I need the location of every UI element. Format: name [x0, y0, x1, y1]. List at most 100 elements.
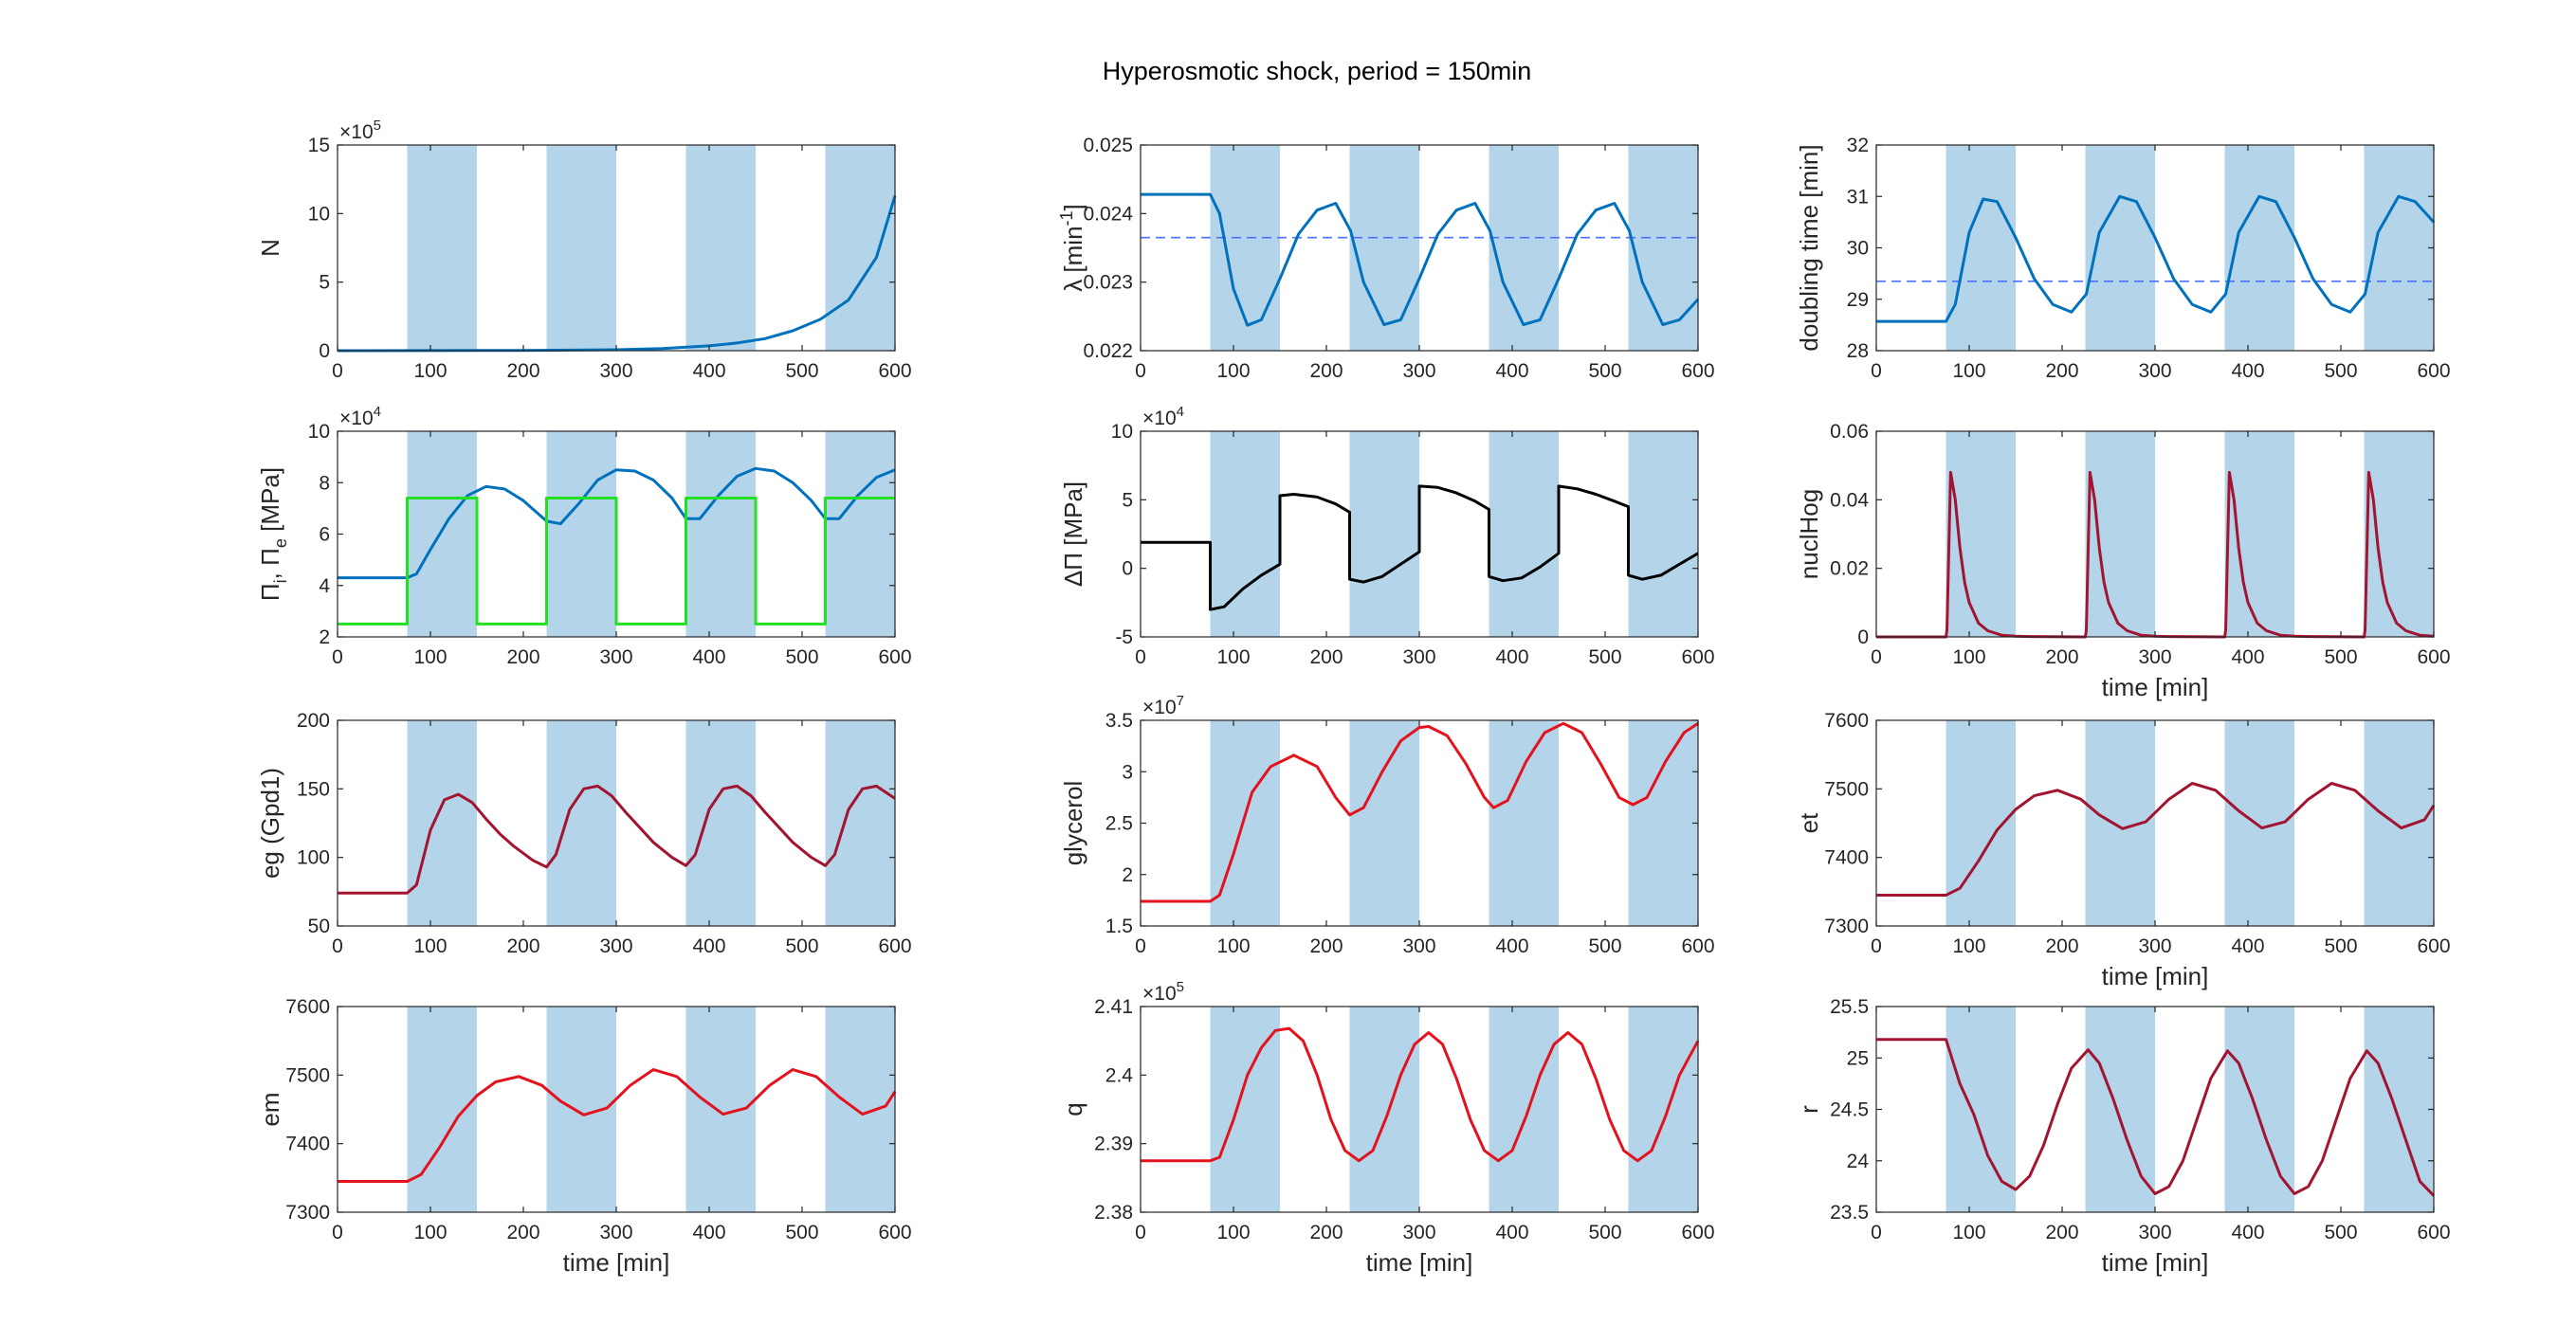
y-tick-label: 8 [319, 472, 330, 494]
y-tick-label: 3.5 [1105, 710, 1133, 732]
x-tick-label: 0 [1871, 646, 1882, 668]
series-line [1141, 192, 1700, 327]
x-tick-label: 300 [1402, 935, 1435, 957]
y-axis-label: eg (Gpd1) [256, 768, 284, 879]
shade-band [1946, 1007, 2016, 1212]
y-axis-label: q [1059, 1102, 1087, 1116]
y-tick-label: 2 [319, 626, 330, 648]
x-axis-label: time [min] [1366, 1248, 1473, 1277]
x-axis-label: time [min] [563, 1248, 670, 1277]
y-tick-label: 7300 [285, 1202, 330, 1224]
y-tick-label: 5 [1122, 489, 1133, 511]
x-tick-label: 0 [332, 646, 343, 668]
y-tick-label: 0.02 [1830, 558, 1869, 580]
x-tick-label: 600 [1681, 646, 1714, 668]
y-axis-label: Πi, Πe [MPa] [256, 467, 290, 601]
x-tick-label: 0 [1871, 935, 1882, 957]
y-tick-label: 2.39 [1094, 1134, 1133, 1155]
y-tick-label: 50 [308, 916, 330, 937]
y-tick-label: 24.5 [1830, 1099, 1869, 1121]
x-tick-label: 400 [2231, 646, 2264, 668]
y-tick-label: 29 [1847, 289, 1869, 311]
shade-band [1489, 1007, 1559, 1212]
x-tick-label: 600 [1681, 935, 1714, 957]
y-tick-label: 7600 [1824, 710, 1869, 732]
x-tick-label: 200 [1309, 360, 1343, 382]
x-tick-label: 0 [1135, 1222, 1146, 1243]
x-tick-label: 600 [878, 1222, 911, 1243]
panel-Pi: 0 100 200 300 400 500 600 2 4 6 8 10 ×104 Πi, Πe [MPa… [256, 404, 912, 668]
x-tick-label: 100 [413, 360, 447, 382]
panel-N: 0 100 200 300 400 500 600 0 5 10 15 ×105 N [256, 118, 912, 382]
series-line [1876, 194, 2436, 323]
x-tick-label: 400 [2231, 935, 2264, 957]
x-tick-label: 300 [1402, 360, 1435, 382]
x-tick-label: 400 [2231, 1222, 2264, 1243]
shade-band [825, 431, 895, 637]
shade-band [2364, 720, 2434, 926]
y-tick-label: 0.04 [1830, 489, 1869, 511]
panel-q: 0 100 200 300 400 500 600 2.38 2.39 2.4 2.41 ×105 q t… [1059, 979, 1715, 1277]
x-tick-label: 100 [1952, 1222, 1985, 1243]
x-tick-label: 600 [2417, 360, 2450, 382]
y-tick-label: 6 [319, 524, 330, 546]
shade-band [2364, 431, 2434, 637]
y-axis-label: em [256, 1092, 284, 1126]
y-tick-label: 2.41 [1094, 996, 1133, 1018]
x-tick-label: 100 [1216, 935, 1250, 957]
y-tick-label: 2.4 [1105, 1064, 1134, 1086]
series-line [338, 497, 895, 626]
shade-band [1489, 145, 1559, 351]
y-tick-label: -5 [1115, 626, 1133, 648]
shade-band [1946, 145, 2016, 351]
x-tick-label: 600 [1681, 1222, 1714, 1243]
x-tick-label: 0 [332, 360, 343, 382]
y-tick-label: 25 [1847, 1047, 1869, 1069]
y-tick-label: 7300 [1824, 916, 1869, 937]
shade-band [1349, 145, 1419, 351]
x-tick-label: 200 [2045, 646, 2078, 668]
x-tick-label: 400 [692, 935, 725, 957]
x-tick-label: 600 [2417, 935, 2450, 957]
y-tick-label: 30 [1847, 238, 1869, 260]
y-tick-label: 0.06 [1830, 421, 1869, 443]
x-tick-label: 400 [692, 360, 725, 382]
x-tick-label: 400 [692, 646, 725, 668]
exponent-label: ×105 [1142, 979, 1184, 1005]
shade-band [685, 720, 756, 926]
x-tick-label: 500 [1588, 935, 1621, 957]
shade-band [546, 431, 616, 637]
x-tick-label: 100 [1952, 360, 1985, 382]
x-tick-label: 100 [1216, 360, 1250, 382]
y-tick-label: 32 [1847, 135, 1869, 156]
shade-band [1210, 431, 1280, 637]
y-tick-label: 24 [1847, 1151, 1870, 1172]
y-tick-label: 10 [1111, 421, 1133, 443]
y-tick-label: 31 [1847, 186, 1869, 208]
y-tick-label: 7400 [285, 1134, 330, 1155]
y-tick-label: 0 [1122, 558, 1133, 580]
y-tick-label: 0 [1857, 626, 1869, 648]
y-tick-label: 3 [1122, 761, 1133, 783]
x-tick-label: 0 [1871, 360, 1882, 382]
shade-band [1628, 1007, 1698, 1212]
y-tick-label: 0 [319, 340, 330, 362]
y-tick-label: 7400 [1824, 847, 1869, 869]
shade-band [2085, 431, 2155, 637]
exponent-label: ×105 [339, 118, 381, 143]
x-tick-label: 100 [1952, 646, 1985, 668]
x-tick-label: 500 [1588, 646, 1621, 668]
x-tick-label: 0 [1871, 1222, 1882, 1243]
y-tick-label: 10 [308, 421, 330, 443]
shade-band [825, 1007, 895, 1212]
y-tick-label: 15 [308, 135, 330, 156]
x-tick-label: 0 [1135, 935, 1146, 957]
shade-band [1349, 431, 1419, 637]
shade-band [407, 720, 477, 926]
shade-band [1489, 431, 1559, 637]
shade-band [1349, 1007, 1419, 1212]
x-tick-label: 0 [332, 1222, 343, 1243]
series-line [1876, 782, 2436, 897]
